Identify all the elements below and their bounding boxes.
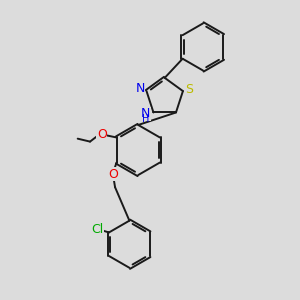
Text: N: N: [135, 82, 145, 94]
Text: O: O: [109, 168, 118, 181]
Text: H: H: [142, 114, 149, 124]
Text: N: N: [140, 107, 150, 121]
Text: S: S: [185, 83, 194, 96]
Text: Cl: Cl: [91, 223, 103, 236]
Text: O: O: [97, 128, 107, 141]
